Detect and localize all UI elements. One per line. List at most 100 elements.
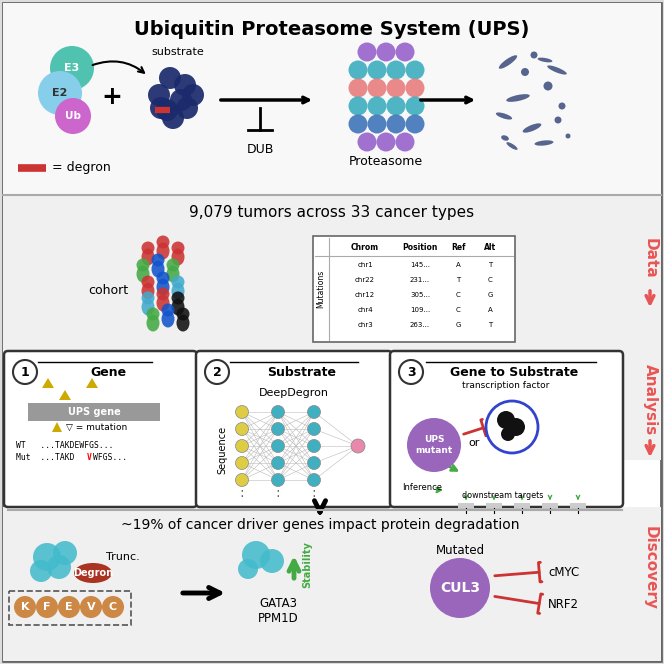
Circle shape	[357, 133, 376, 151]
Text: E: E	[65, 602, 73, 612]
Circle shape	[501, 427, 515, 441]
Ellipse shape	[523, 124, 541, 133]
Text: 305...: 305...	[410, 292, 430, 298]
Circle shape	[272, 422, 284, 436]
Circle shape	[156, 99, 178, 121]
Text: G: G	[456, 322, 461, 328]
Circle shape	[307, 473, 321, 487]
FancyBboxPatch shape	[4, 351, 197, 507]
Polygon shape	[59, 390, 71, 400]
Text: DUB: DUB	[246, 143, 274, 156]
Circle shape	[396, 133, 414, 151]
Text: Alt: Alt	[484, 244, 496, 252]
Text: = degron: = degron	[52, 161, 111, 175]
Circle shape	[236, 422, 248, 436]
Circle shape	[349, 114, 367, 133]
Circle shape	[147, 307, 159, 321]
Bar	[514, 503, 530, 508]
Text: C: C	[109, 602, 117, 612]
Text: cMYC: cMYC	[548, 566, 579, 578]
Ellipse shape	[535, 140, 554, 145]
Circle shape	[50, 46, 94, 90]
Text: Mutated: Mutated	[436, 544, 485, 556]
Text: Mutations: Mutations	[317, 270, 325, 308]
Circle shape	[171, 242, 185, 254]
Circle shape	[367, 114, 386, 133]
Circle shape	[376, 42, 396, 62]
Circle shape	[367, 96, 386, 116]
Circle shape	[141, 276, 155, 288]
Text: WFGS...: WFGS...	[93, 454, 127, 463]
Circle shape	[174, 74, 196, 96]
Ellipse shape	[171, 248, 185, 266]
Circle shape	[157, 272, 169, 284]
Circle shape	[159, 67, 181, 89]
Polygon shape	[52, 422, 62, 432]
Bar	[570, 503, 586, 508]
FancyBboxPatch shape	[3, 3, 661, 195]
Circle shape	[307, 440, 321, 452]
Circle shape	[161, 303, 175, 317]
Circle shape	[507, 418, 525, 436]
Circle shape	[236, 406, 248, 418]
Text: DeepDegron: DeepDegron	[259, 388, 329, 398]
Text: transcription factor: transcription factor	[462, 380, 550, 390]
Text: T: T	[456, 277, 460, 283]
Text: Gene: Gene	[90, 365, 126, 378]
Circle shape	[13, 360, 37, 384]
Ellipse shape	[171, 282, 185, 299]
Circle shape	[399, 360, 423, 384]
Polygon shape	[42, 378, 54, 388]
Text: Gene to Substrate: Gene to Substrate	[450, 365, 578, 378]
Text: Ubiquitin Proteasome System (UPS): Ubiquitin Proteasome System (UPS)	[134, 20, 530, 39]
Ellipse shape	[544, 82, 552, 90]
Circle shape	[272, 457, 284, 469]
Ellipse shape	[177, 315, 189, 331]
Circle shape	[177, 307, 189, 321]
Ellipse shape	[521, 68, 529, 76]
Circle shape	[367, 78, 386, 98]
Text: T: T	[488, 322, 492, 328]
Circle shape	[407, 418, 461, 472]
Ellipse shape	[566, 133, 570, 139]
Circle shape	[176, 97, 198, 119]
Circle shape	[171, 276, 185, 288]
Circle shape	[242, 541, 270, 569]
Bar	[28, 403, 160, 421]
Circle shape	[14, 596, 36, 618]
Circle shape	[349, 60, 367, 80]
Ellipse shape	[151, 260, 165, 278]
Circle shape	[205, 360, 229, 384]
Text: GATA3
PPM1D: GATA3 PPM1D	[258, 597, 298, 625]
Text: F: F	[43, 602, 50, 612]
Text: E3: E3	[64, 63, 80, 73]
Ellipse shape	[141, 282, 155, 299]
FancyBboxPatch shape	[196, 351, 392, 507]
Ellipse shape	[538, 58, 552, 62]
Circle shape	[272, 473, 284, 487]
Circle shape	[157, 288, 169, 301]
Text: Sequence: Sequence	[217, 426, 227, 474]
Ellipse shape	[147, 315, 159, 331]
Ellipse shape	[506, 94, 530, 102]
Text: 9,079 tumors across 33 cancer types: 9,079 tumors across 33 cancer types	[189, 205, 475, 220]
Ellipse shape	[554, 116, 562, 124]
Ellipse shape	[547, 66, 567, 74]
Ellipse shape	[141, 248, 155, 266]
Circle shape	[307, 457, 321, 469]
Circle shape	[102, 596, 124, 618]
Text: V: V	[87, 454, 92, 463]
Text: Substrate: Substrate	[268, 365, 337, 378]
Circle shape	[351, 439, 365, 453]
Ellipse shape	[157, 278, 169, 295]
Text: cohort: cohort	[88, 284, 128, 297]
Circle shape	[167, 258, 179, 272]
Text: T: T	[488, 262, 492, 268]
Text: chr22: chr22	[355, 277, 375, 283]
Text: ~19% of cancer driver genes impact protein degradation: ~19% of cancer driver genes impact prote…	[121, 518, 519, 532]
Ellipse shape	[499, 55, 517, 69]
Text: UPS
mutant: UPS mutant	[416, 436, 453, 455]
Circle shape	[141, 242, 155, 254]
Text: WT   ...TAKDEWFGS...: WT ...TAKDEWFGS...	[16, 440, 114, 450]
Text: chr3: chr3	[357, 322, 373, 328]
